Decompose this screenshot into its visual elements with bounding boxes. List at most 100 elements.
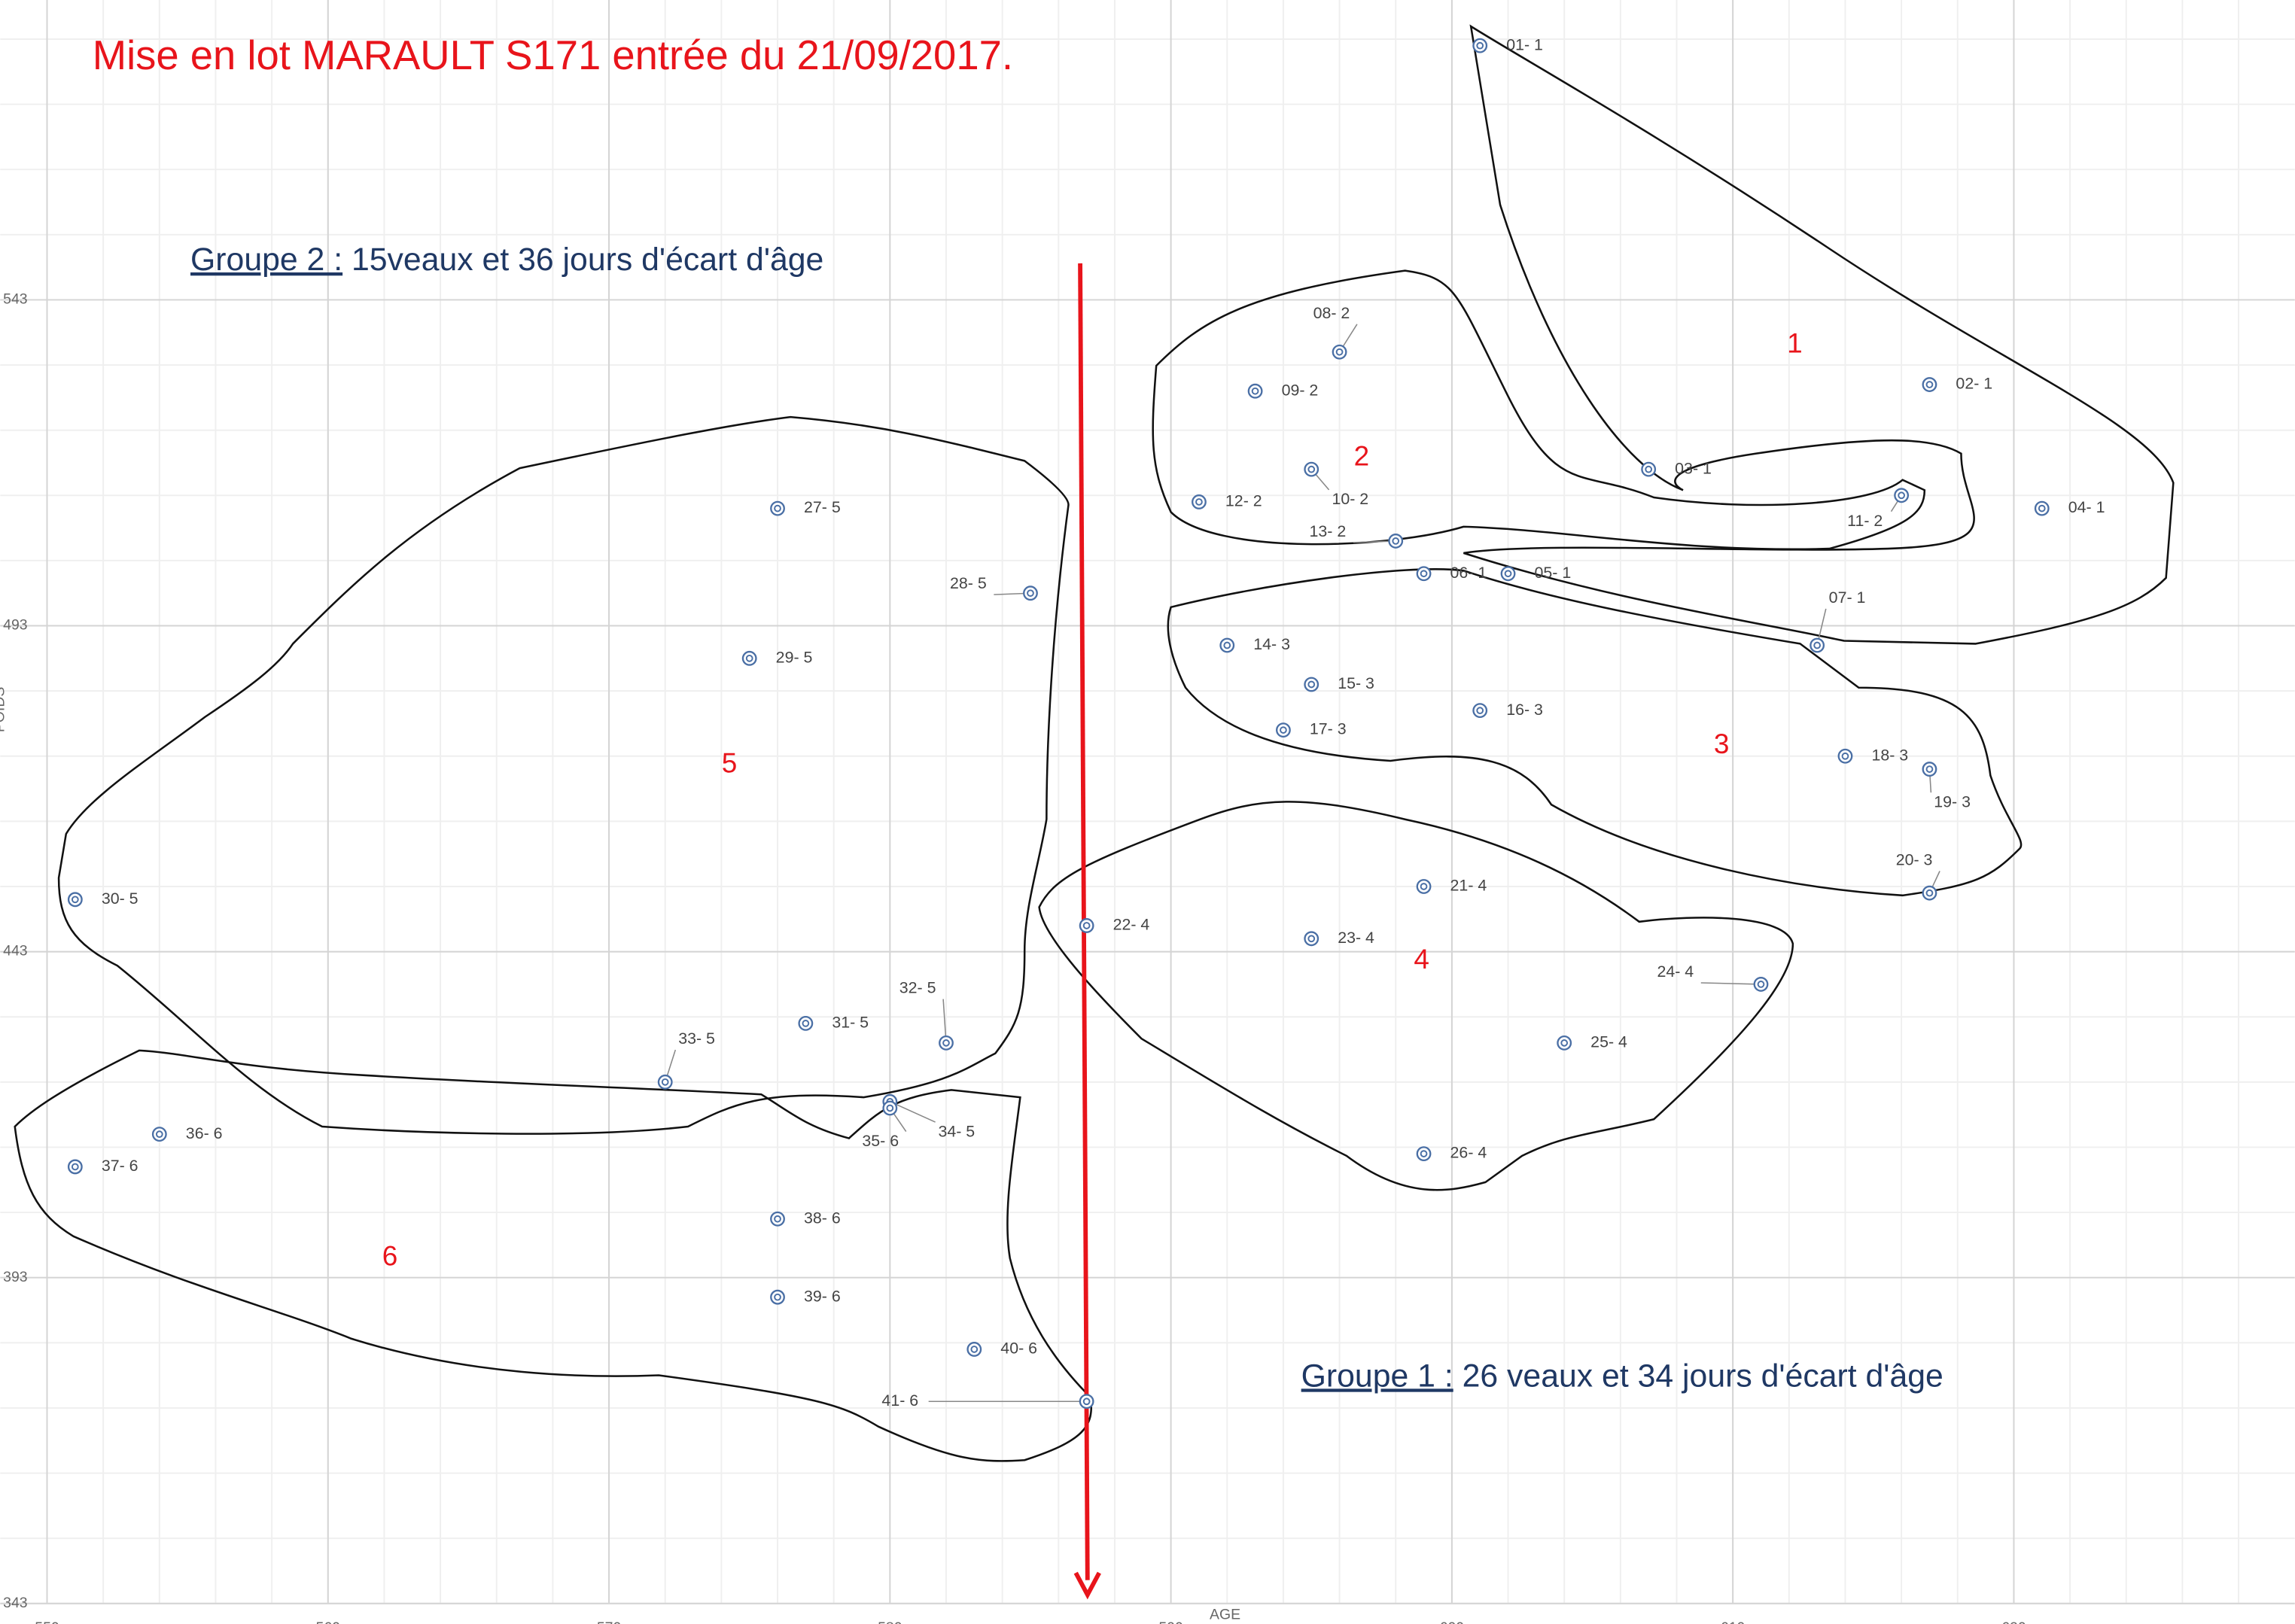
point — [67, 1159, 83, 1175]
group-heading: Groupe 2 : — [190, 242, 342, 278]
point-outer — [1416, 1146, 1432, 1162]
arrow-head — [1073, 1571, 1101, 1600]
point — [741, 650, 757, 666]
point-inner — [1925, 889, 1934, 897]
point — [1304, 931, 1319, 947]
point-inner — [1082, 922, 1091, 929]
point — [1219, 637, 1235, 653]
lasso-4 — [1038, 801, 1794, 1191]
point-label: 32- 5 — [899, 979, 936, 997]
point — [1304, 461, 1319, 477]
point-label: 08- 2 — [1313, 304, 1350, 322]
point — [1810, 637, 1825, 653]
y-tick-label: 443 — [3, 943, 27, 959]
point-label: 18- 3 — [1871, 746, 1908, 764]
point-inner — [942, 1039, 950, 1047]
point-inner — [1307, 465, 1316, 473]
lasso-6 — [14, 1049, 1092, 1462]
group-label: Groupe 2 : 15veaux et 36 jours d'écart d… — [190, 242, 823, 278]
point — [1500, 566, 1516, 582]
point — [1837, 748, 1853, 764]
y-tick-label: 343 — [3, 1595, 27, 1611]
point-label: 05- 1 — [1535, 564, 1572, 582]
point-label: 02- 1 — [1956, 375, 1992, 393]
point — [882, 1100, 898, 1116]
point — [1416, 1146, 1432, 1162]
point — [1416, 879, 1432, 894]
point-outer — [966, 1342, 982, 1357]
lot-number: 3 — [1714, 728, 1730, 759]
point-inner — [1504, 570, 1512, 578]
point-outer — [1810, 637, 1825, 653]
point-outer — [1837, 748, 1853, 764]
point-inner — [774, 504, 781, 512]
point-inner — [745, 654, 753, 662]
lot-number: 1 — [1787, 328, 1803, 359]
point-inner — [1645, 465, 1653, 473]
point-outer — [1753, 977, 1769, 992]
point-outer — [1472, 703, 1488, 719]
point-outer — [1472, 38, 1488, 53]
point-inner — [1251, 387, 1259, 395]
point — [1753, 977, 1769, 992]
point — [1192, 494, 1207, 509]
point-inner — [1560, 1039, 1569, 1047]
point-outer — [1079, 918, 1094, 933]
point-label: 24- 4 — [1657, 963, 1694, 981]
point-outer — [2034, 500, 2050, 516]
point-label: 19- 3 — [1934, 792, 1971, 810]
point-outer — [1247, 383, 1263, 399]
point-inner — [1082, 1397, 1091, 1406]
point-inner — [1841, 752, 1849, 760]
point-inner — [802, 1020, 810, 1027]
lot-numbers: 1 2 3 4 5 6 — [382, 328, 1803, 1272]
point-outer — [1894, 488, 1910, 503]
point-inner — [1307, 680, 1316, 689]
point-label: 16- 3 — [1506, 701, 1543, 719]
point — [1922, 762, 1937, 777]
point-inner — [886, 1104, 894, 1112]
x-tick-label: 600 — [1440, 1619, 1465, 1624]
point — [1079, 1394, 1094, 1410]
point — [1472, 38, 1488, 53]
point — [798, 1015, 814, 1031]
point — [966, 1342, 982, 1357]
point — [1416, 566, 1432, 582]
lasso-3 — [1167, 568, 2023, 897]
lot-number: 5 — [722, 748, 738, 779]
point-label: 06- 1 — [1450, 564, 1487, 582]
point — [1472, 703, 1488, 719]
point — [770, 500, 785, 516]
point-inner — [1476, 41, 1484, 50]
leader-line — [890, 1101, 936, 1123]
point-label: 15- 3 — [1338, 674, 1374, 692]
x-tick-label: 620 — [2001, 1619, 2026, 1624]
point-label: 40- 6 — [1000, 1340, 1037, 1358]
point-outer — [1332, 344, 1347, 360]
point-label: 10- 2 — [1332, 490, 1368, 508]
point-label: 03- 1 — [1675, 459, 1712, 477]
x-tick-label: 580 — [878, 1619, 902, 1624]
point-inner — [1420, 883, 1428, 890]
point-inner — [1813, 641, 1822, 649]
point-inner — [1925, 381, 1934, 388]
point-outer — [882, 1100, 898, 1116]
point-label: 41- 6 — [881, 1391, 918, 1410]
point-outer — [1219, 637, 1235, 653]
chart-title: Mise en lot MARAULT S171 entrée du 21/09… — [93, 32, 1013, 78]
point-inner — [1307, 935, 1316, 943]
lot-number: 6 — [382, 1241, 398, 1272]
point-label: 25- 4 — [1590, 1033, 1627, 1051]
point-inner — [71, 896, 79, 904]
y-tick-label: 493 — [3, 617, 27, 634]
point-label: 36- 6 — [186, 1124, 223, 1142]
point — [151, 1127, 167, 1142]
lot-number: 2 — [1354, 440, 1370, 471]
point-label: 31- 5 — [832, 1014, 869, 1032]
point-inner — [1280, 726, 1287, 734]
point-outer — [741, 650, 757, 666]
point-outer — [1557, 1035, 1572, 1051]
group-heading: Groupe 1 : — [1301, 1358, 1453, 1394]
